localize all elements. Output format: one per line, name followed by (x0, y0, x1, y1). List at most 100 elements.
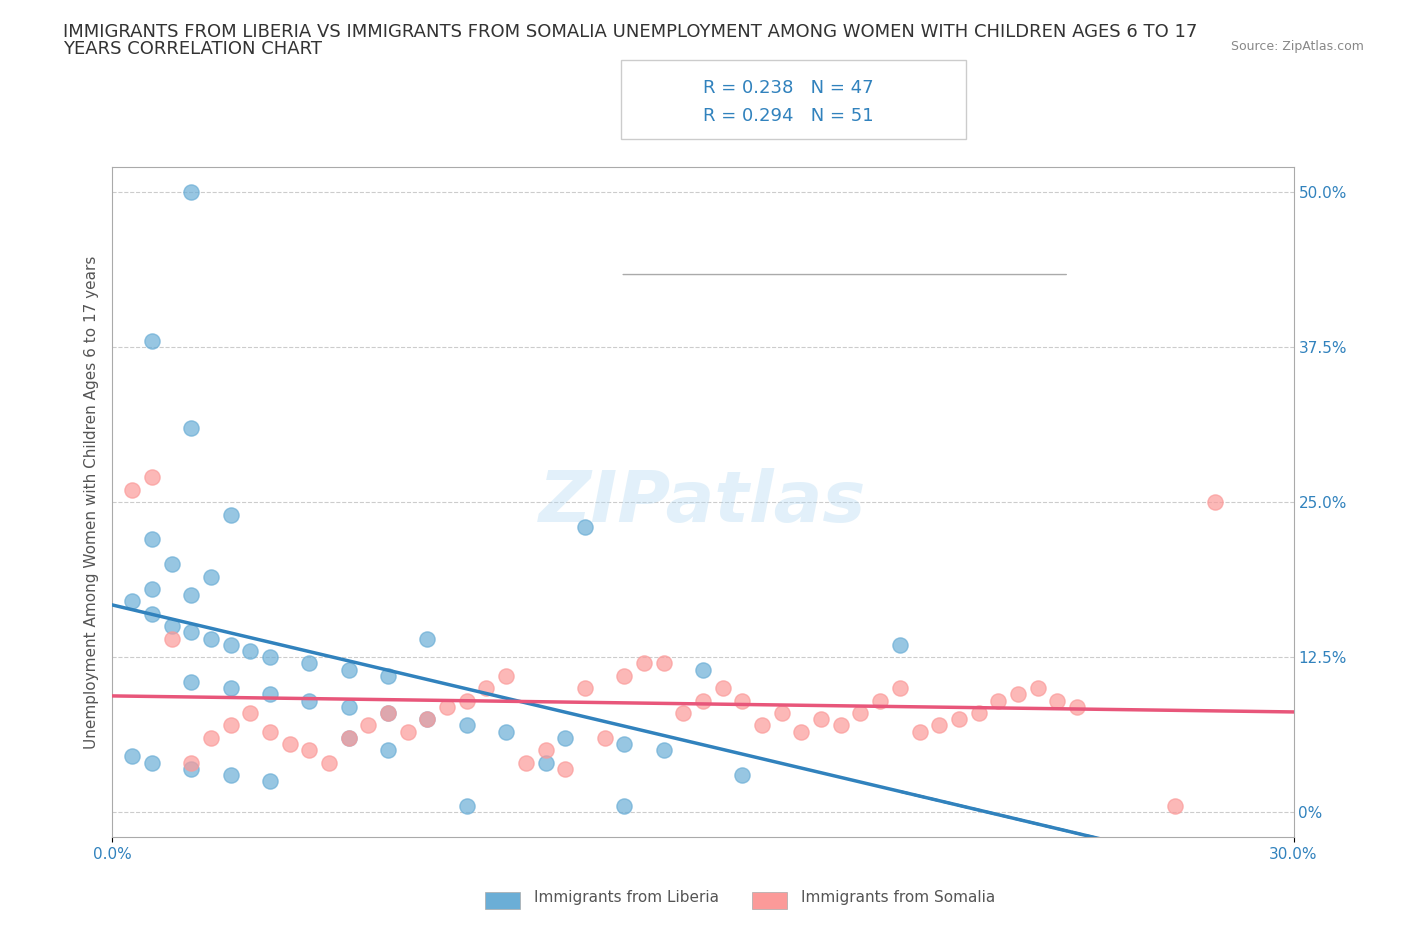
Point (711, 681, 734, 696)
Point (416, 711, 439, 726)
Point (121, 594, 143, 609)
Point (534, 755, 557, 770)
Point (141, 581, 163, 596)
Point (574, 520, 596, 535)
Point (613, 799, 636, 814)
Point (652, 656, 675, 671)
Point (1046, 693, 1069, 708)
Point (377, 669, 399, 684)
Point (239, 644, 262, 658)
Point (141, 470, 163, 485)
Point (200, 569, 222, 584)
Point (141, 606, 163, 621)
Point (160, 618, 183, 633)
Point (1066, 699, 1088, 714)
Point (613, 737, 636, 751)
Text: IMMIGRANTS FROM LIBERIA VS IMMIGRANTS FROM SOMALIA UNEMPLOYMENT AMONG WOMEN WITH: IMMIGRANTS FROM LIBERIA VS IMMIGRANTS FR… (63, 23, 1198, 41)
Point (574, 681, 596, 696)
Point (987, 693, 1010, 708)
Point (298, 693, 321, 708)
Point (121, 483, 143, 498)
Point (672, 706, 695, 721)
Text: Immigrants from Liberia: Immigrants from Liberia (534, 890, 720, 905)
Point (889, 681, 911, 696)
Point (337, 662, 360, 677)
Point (416, 711, 439, 726)
Point (593, 730, 616, 745)
Point (396, 724, 419, 739)
Point (554, 762, 576, 777)
Point (219, 718, 242, 733)
Point (337, 730, 360, 745)
Point (377, 743, 399, 758)
Point (219, 681, 242, 696)
Point (259, 650, 281, 665)
Point (141, 532, 163, 547)
Point (534, 743, 557, 758)
Point (731, 693, 754, 708)
Text: ZIPatlas: ZIPatlas (540, 468, 866, 537)
Point (770, 706, 793, 721)
Point (810, 711, 832, 726)
Point (180, 588, 202, 603)
Point (475, 681, 498, 696)
Point (889, 637, 911, 652)
Point (830, 718, 852, 733)
Point (928, 718, 950, 733)
Text: R = 0.294   N = 51: R = 0.294 N = 51 (703, 107, 873, 126)
Point (948, 711, 970, 726)
Point (121, 749, 143, 764)
Point (377, 706, 399, 721)
Text: R = 0.238   N = 47: R = 0.238 N = 47 (703, 79, 873, 98)
Point (200, 631, 222, 646)
Point (967, 706, 990, 721)
Point (298, 743, 321, 758)
Text: R = 0.294   N = 51: R = 0.294 N = 51 (703, 107, 873, 126)
Point (278, 737, 301, 751)
Point (337, 699, 360, 714)
Point (751, 718, 773, 733)
Point (1026, 681, 1049, 696)
Point (436, 699, 458, 714)
Y-axis label: Unemployment Among Women with Children Ages 6 to 17 years: Unemployment Among Women with Children A… (83, 256, 98, 749)
Point (613, 669, 636, 684)
Point (337, 730, 360, 745)
Point (456, 718, 478, 733)
Point (141, 334, 163, 349)
Point (219, 507, 242, 522)
Point (200, 730, 222, 745)
Point (652, 743, 675, 758)
Point (495, 724, 517, 739)
Point (259, 724, 281, 739)
Point (1164, 799, 1187, 814)
Point (160, 631, 183, 646)
Point (180, 625, 202, 640)
Text: YEARS CORRELATION CHART: YEARS CORRELATION CHART (63, 40, 322, 58)
Text: Source: ZipAtlas.com: Source: ZipAtlas.com (1230, 40, 1364, 53)
Point (180, 755, 202, 770)
Text: Immigrants from Somalia: Immigrants from Somalia (801, 890, 995, 905)
Point (239, 706, 262, 721)
Point (298, 656, 321, 671)
Point (219, 767, 242, 782)
Point (731, 767, 754, 782)
Point (790, 724, 813, 739)
Point (259, 774, 281, 789)
Point (219, 637, 242, 652)
Point (180, 185, 202, 200)
Point (1007, 687, 1029, 702)
Point (141, 755, 163, 770)
Point (456, 799, 478, 814)
Point (318, 755, 340, 770)
Point (180, 674, 202, 689)
Point (692, 662, 714, 677)
Point (633, 656, 655, 671)
Point (908, 724, 931, 739)
Point (692, 693, 714, 708)
Point (160, 557, 183, 572)
Point (456, 693, 478, 708)
Point (180, 420, 202, 435)
Point (416, 631, 439, 646)
Point (515, 755, 537, 770)
Point (495, 669, 517, 684)
